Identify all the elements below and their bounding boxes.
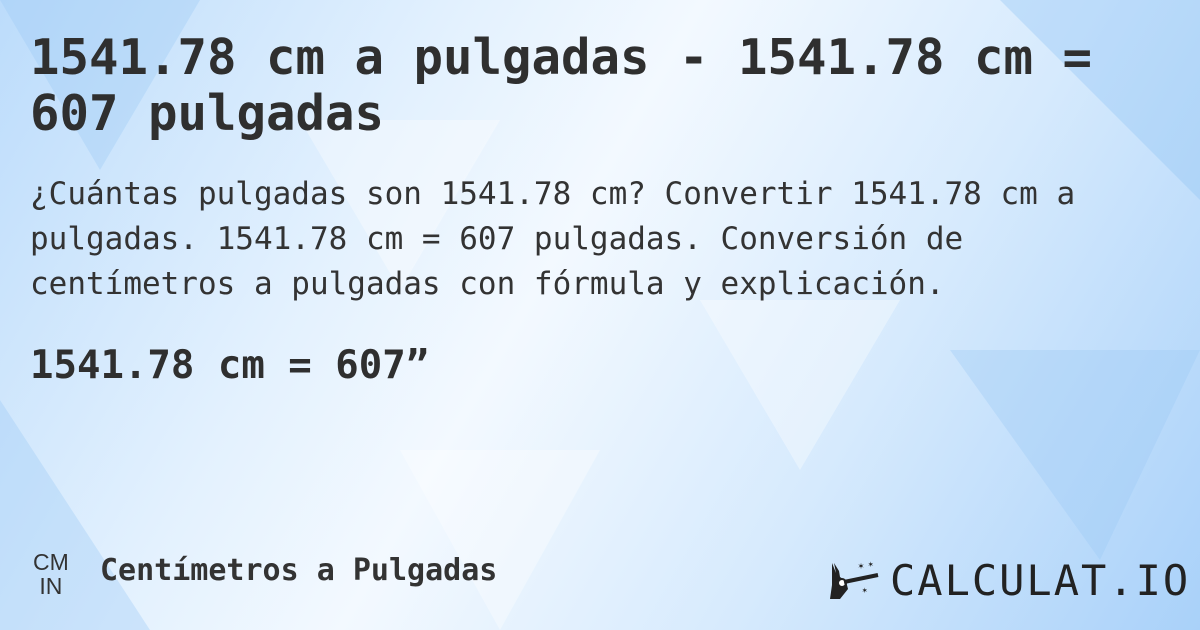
logo-text: CALCULAT.IO (890, 556, 1191, 605)
description: ¿Cuántas pulgadas son 1541.78 cm? Conver… (30, 176, 1076, 302)
calculat-logo[interactable]: ✶ ✶ ✶ CALCULAT.IO (828, 556, 1190, 605)
page-title: 1541.78 cm a pulgadas - 1541.78 cm = 607… (30, 29, 1093, 142)
svg-text:✶: ✶ (862, 586, 868, 596)
category-label: Centímetros a Pulgadas (100, 553, 498, 588)
unit-from: CM (33, 549, 69, 575)
unit-icon: CM IN (33, 550, 69, 598)
magic-wand-hand-icon: ✶ ✶ ✶ (830, 560, 879, 599)
conversion-result: 1541.78 cm = 607” (30, 343, 430, 388)
svg-text:✶: ✶ (868, 560, 874, 570)
unit-to: IN (39, 573, 63, 599)
svg-text:✶: ✶ (858, 561, 864, 572)
